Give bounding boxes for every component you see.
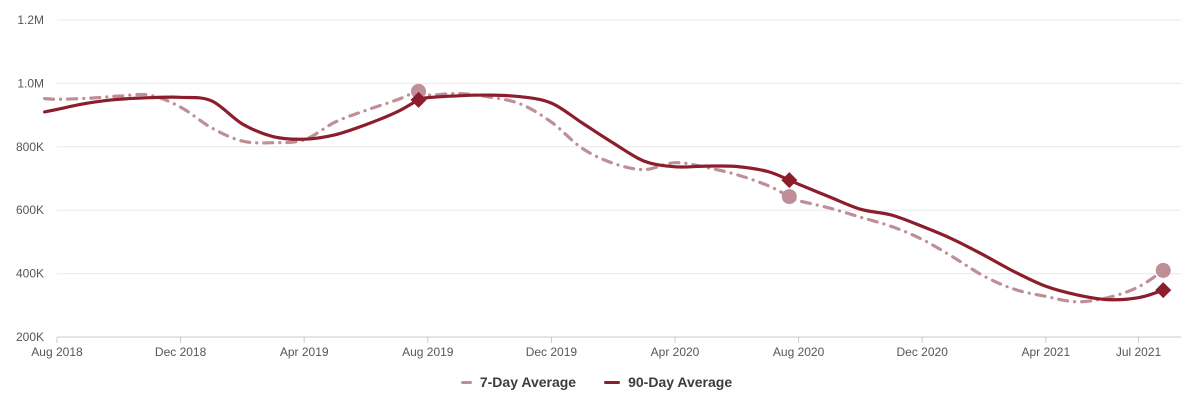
highlight-marker-circle[interactable] [781,189,797,205]
y-tick-label: 400K [16,267,44,281]
y-tick-label: 1.2M [17,13,44,27]
highlight-marker-circle[interactable] [411,83,427,99]
y-tick-label: 200K [16,330,44,344]
highlight-marker-circle[interactable] [1155,262,1171,278]
90-day-series-swatch [604,380,621,384]
legend-item-90-day-average[interactable]: 90-Day Average [604,374,732,390]
series-line-7-day-average [43,89,1165,304]
x-tick-label: Jul 2021 [1116,345,1162,359]
x-tick-label: Dec 2018 [155,345,207,359]
legend-label-90-day: 90-Day Average [628,374,733,390]
highlight-marker-diamond[interactable] [410,91,427,108]
x-tick-label: Dec 2020 [897,345,949,359]
y-tick-label: 600K [16,203,44,217]
legend-label-7-day: 7-Day Average [479,374,577,390]
x-tick-label: Apr 2019 [280,345,329,359]
x-tick-label: Aug 2018 [31,345,83,359]
highlight-marker-diamond[interactable] [781,172,798,189]
x-tick-label: Aug 2019 [402,345,454,359]
x-tick-label: Aug 2020 [773,345,825,359]
y-tick-label: 1.0M [17,76,44,90]
x-tick-label: Apr 2020 [651,345,700,359]
7-day-series-swatch [460,380,472,384]
highlight-marker-diamond[interactable] [1155,282,1172,299]
chart-legend: 7-Day Average 90-Day Average [0,369,1193,395]
x-tick-label: Dec 2019 [526,345,578,359]
x-tick-label: Apr 2021 [1021,345,1070,359]
y-tick-label: 800K [16,140,44,154]
series-line-90-day-average [43,93,1165,302]
legend-item-7-day-average[interactable]: 7-Day Average [460,374,577,390]
